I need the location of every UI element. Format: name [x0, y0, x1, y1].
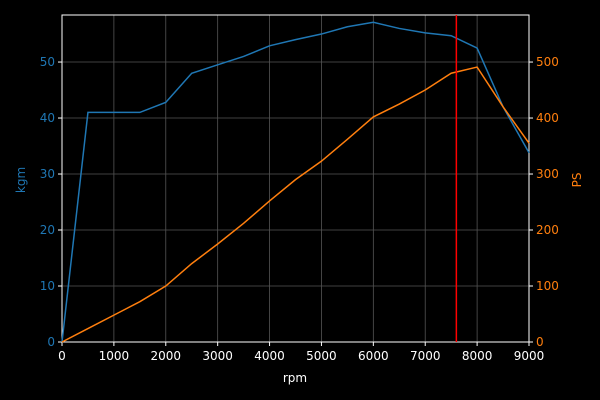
y-tick-label: 20 — [40, 223, 55, 237]
y2-tick-label: 400 — [536, 111, 559, 125]
y-tick-label: 0 — [47, 335, 55, 349]
x-tick-label: 6000 — [358, 349, 389, 363]
x-tick-label: 3000 — [202, 349, 233, 363]
x-tick-label: 9000 — [514, 349, 545, 363]
y-tick-label: 30 — [40, 167, 55, 181]
y-tick-label: 40 — [40, 111, 55, 125]
y2-tick-label: 0 — [536, 335, 544, 349]
y2-axis-label: PS — [570, 173, 584, 188]
x-tick-label: 1000 — [99, 349, 130, 363]
x-tick-label: 0 — [58, 349, 66, 363]
y2-tick-label: 200 — [536, 223, 559, 237]
x-tick-label: 5000 — [306, 349, 337, 363]
y2-tick-label: 500 — [536, 55, 559, 69]
y2-tick-label: 300 — [536, 167, 559, 181]
data-line — [61, 21, 530, 343]
x-tick-label: 8000 — [462, 349, 493, 363]
y-axis-label: kgm — [14, 167, 28, 193]
data-line — [61, 66, 530, 343]
plot-frame — [61, 14, 530, 343]
x-axis-label: rpm — [283, 371, 307, 385]
x-tick-label: 4000 — [254, 349, 285, 363]
x-tick-label: 2000 — [151, 349, 182, 363]
y-tick-label: 10 — [40, 279, 55, 293]
y2-tick-label: 100 — [536, 279, 559, 293]
y-tick-label: 50 — [40, 55, 55, 69]
x-tick-label: 7000 — [410, 349, 441, 363]
